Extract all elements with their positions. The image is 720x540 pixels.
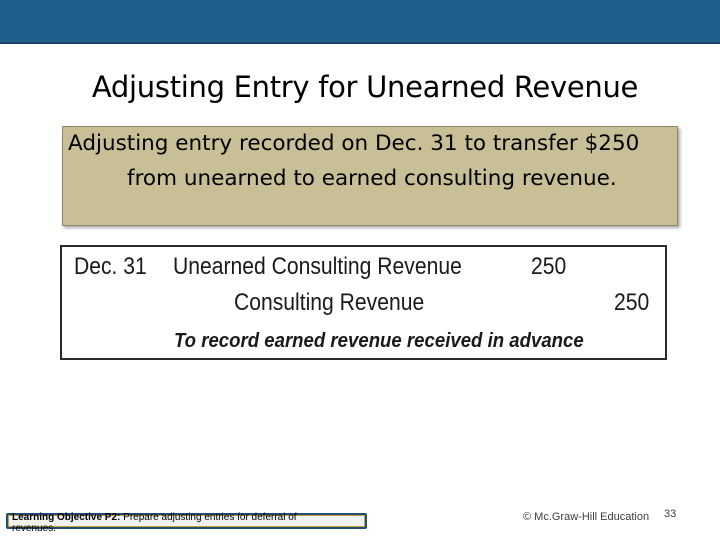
page-number: 33 [664,508,677,520]
learning-objective-label: Learning Objective P2: [12,512,121,523]
description-line-1: Adjusting entry recorded on Dec. 31 to t… [68,131,640,156]
copyright-notice: © Mc.Graw-Hill Education [523,511,650,523]
description-box [62,126,678,226]
learning-objective: Learning Objective P2: Prepare adjusting… [12,512,342,534]
journal-memo: To record earned revenue received in adv… [174,330,584,352]
journal-entry-box [60,245,667,360]
debit-amount: 250 [531,253,567,280]
learning-objective-box [6,513,367,529]
description-line-2: from unearned to earned consulting reven… [127,166,617,191]
credit-account: Consulting Revenue [234,289,425,316]
learning-objective-text: Prepare adjusting entries for deferral o… [12,512,297,534]
debit-account: Unearned Consulting Revenue [173,253,462,280]
top-banner [0,0,720,44]
journal-date: Dec. 31 [74,253,147,280]
credit-amount: 250 [614,289,650,316]
slide-title: Adjusting Entry for Unearned Revenue [91,70,639,104]
